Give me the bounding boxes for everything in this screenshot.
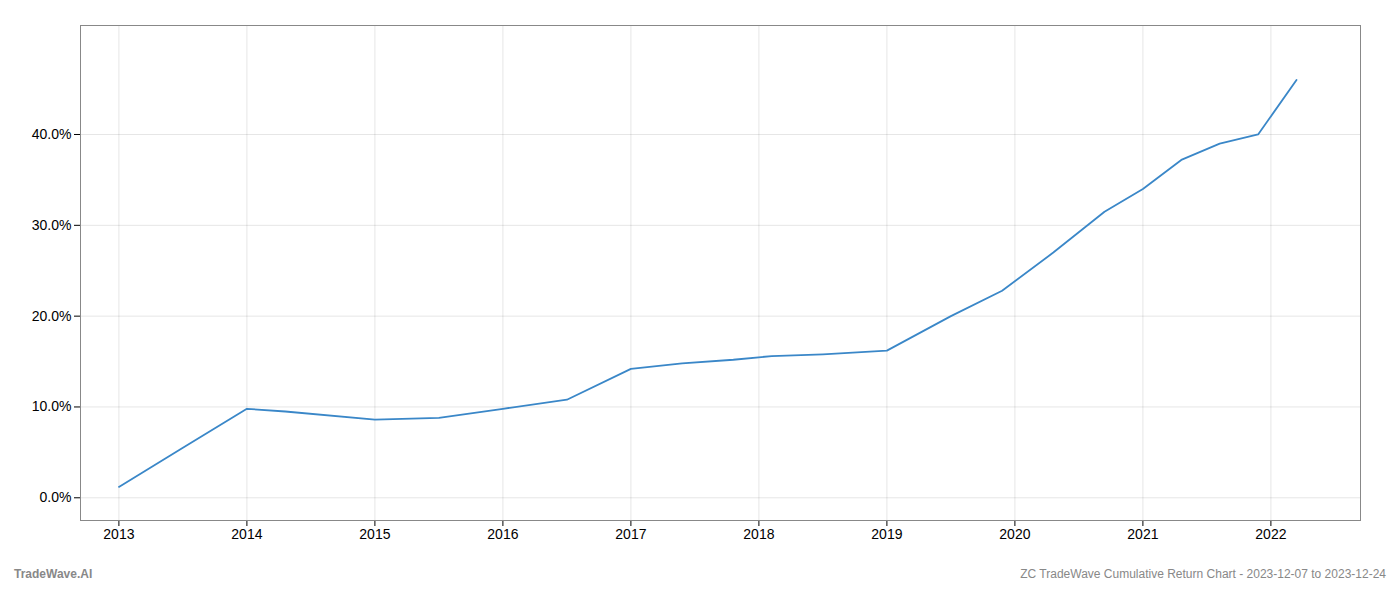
svg-text:2022: 2022 (1255, 526, 1286, 542)
svg-text:10.0%: 10.0% (32, 398, 72, 414)
svg-text:2019: 2019 (871, 526, 902, 542)
svg-text:0.0%: 0.0% (40, 489, 72, 505)
svg-text:2021: 2021 (1127, 526, 1158, 542)
svg-text:2016: 2016 (487, 526, 518, 542)
svg-text:2013: 2013 (103, 526, 134, 542)
svg-text:2017: 2017 (615, 526, 646, 542)
svg-text:30.0%: 30.0% (32, 217, 72, 233)
svg-text:20.0%: 20.0% (32, 308, 72, 324)
svg-text:40.0%: 40.0% (32, 126, 72, 142)
svg-text:2015: 2015 (359, 526, 390, 542)
html-text:ZC TradeWave Cumulative Return: ZC TradeWave Cumulative Return Chart - 2… (1020, 567, 1386, 581)
svg-text:2020: 2020 (999, 526, 1030, 542)
html-text:TradeWave.AI: TradeWave.AI (14, 567, 93, 581)
svg-text:2018: 2018 (743, 526, 774, 542)
svg-text:2014: 2014 (231, 526, 262, 542)
